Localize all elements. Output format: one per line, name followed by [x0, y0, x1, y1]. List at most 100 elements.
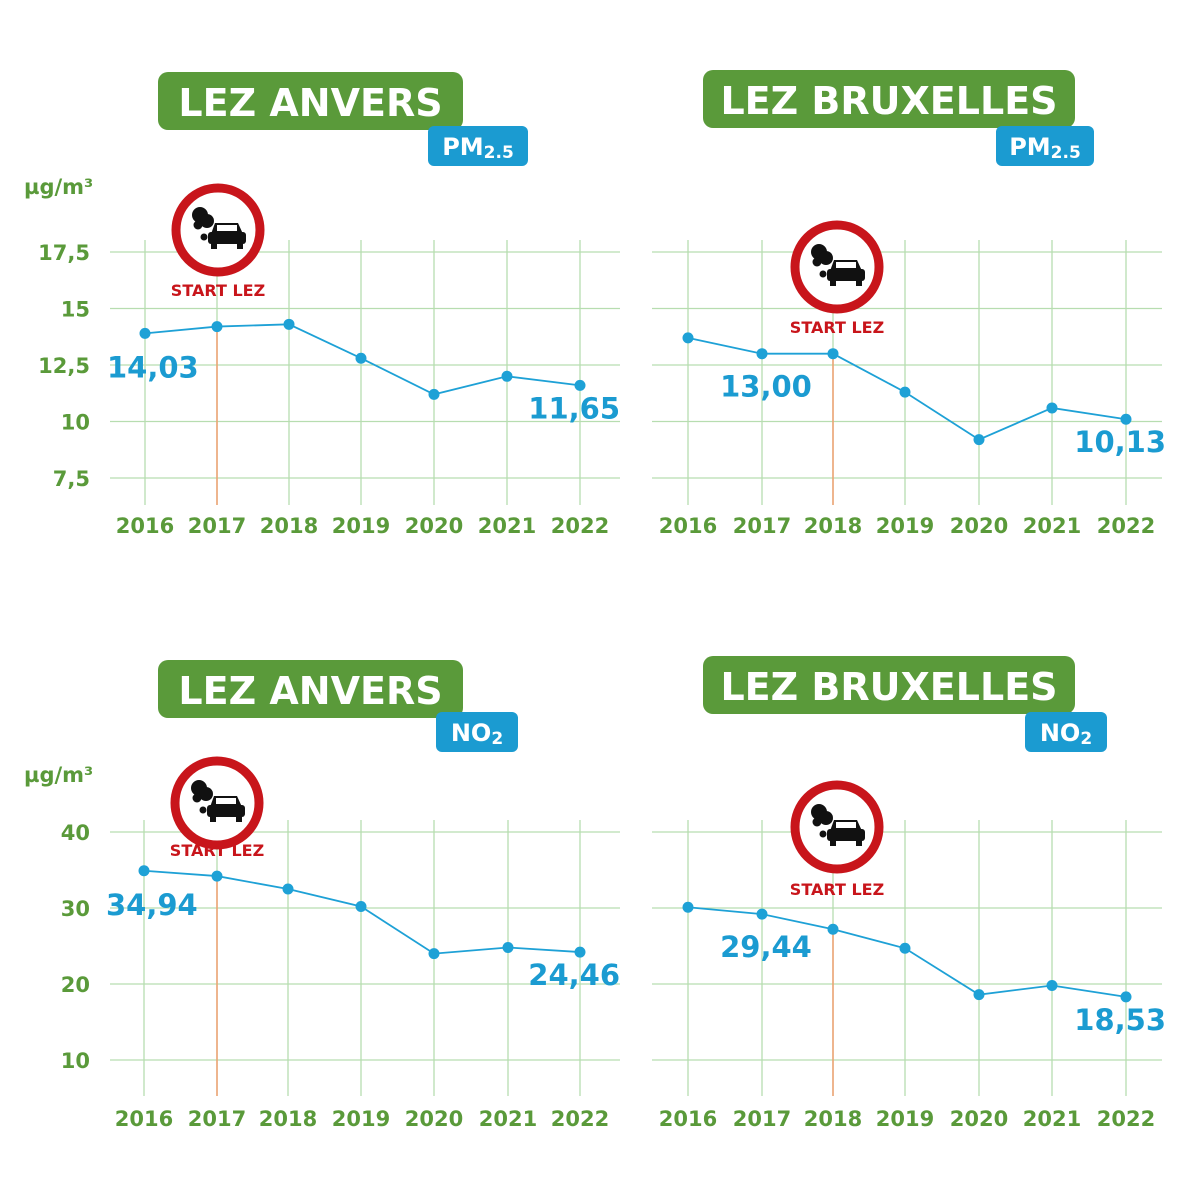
x-tick-label: 2017 — [188, 514, 246, 538]
pollutant-sub: 2 — [491, 729, 503, 749]
smoke-icon — [200, 214, 214, 228]
x-tick-label: 2016 — [659, 1107, 717, 1131]
x-tick-label: 2016 — [659, 514, 717, 538]
value-callout: 14,03 — [107, 350, 199, 384]
pollutant-badge — [428, 126, 528, 166]
data-point — [501, 370, 513, 382]
car-icon — [827, 829, 865, 841]
smoke-icon — [199, 806, 207, 814]
start-lez-label: START LEZ — [170, 841, 264, 860]
data-point — [574, 379, 586, 391]
data-point — [428, 948, 440, 960]
car-window-icon — [836, 262, 856, 268]
data-point — [899, 386, 911, 398]
start-lez-label: START LEZ — [790, 318, 884, 337]
y-axis-unit: µg/m³ — [24, 763, 93, 787]
pollutant-main: PM — [442, 133, 483, 161]
data-point — [139, 327, 151, 339]
y-tick-label: 17,5 — [38, 241, 90, 265]
data-point — [502, 942, 514, 954]
y-tick-label: 20 — [61, 973, 90, 997]
value-callout: 10,13 — [1074, 425, 1166, 459]
data-point — [973, 434, 985, 446]
x-tick-label: 2022 — [551, 1107, 609, 1131]
smoke-icon — [819, 811, 833, 825]
x-tick-label: 2017 — [733, 514, 791, 538]
data-point — [211, 321, 223, 333]
lez-sign: START LEZ — [790, 780, 884, 899]
value-callout: 11,65 — [528, 391, 620, 425]
data-point — [827, 348, 839, 360]
car-window-icon — [217, 225, 237, 231]
lez-sign: START LEZ — [790, 220, 884, 337]
y-tick-label: 10 — [61, 1049, 90, 1073]
data-point — [428, 388, 440, 400]
x-tick-label: 2018 — [260, 514, 318, 538]
x-tick-label: 2021 — [1023, 1107, 1081, 1131]
chart-title-box — [158, 72, 463, 130]
value-callout: 18,53 — [1074, 1003, 1166, 1037]
value-callout: 24,46 — [528, 958, 620, 992]
lez-sign: START LEZ — [171, 183, 265, 300]
chart-panel: LEZ BRUXELLES NO2 2016 2017 2018 2019 2020 2021… — [652, 656, 1166, 1131]
data-point — [682, 332, 694, 344]
value-callout: 29,44 — [720, 930, 812, 964]
pollutant-badge — [436, 712, 518, 752]
value-callout: 13,00 — [720, 370, 812, 404]
chart-title-box — [703, 70, 1075, 128]
x-tick-label: 2021 — [478, 514, 536, 538]
series-line — [143, 869, 581, 955]
y-tick-label: 40 — [61, 821, 90, 845]
pollutant-label: PM2.5 — [442, 133, 514, 163]
car-wheel-icon — [856, 840, 862, 846]
x-tick-label: 2021 — [1023, 514, 1081, 538]
car-wheel-icon — [236, 816, 242, 822]
data-point — [1046, 980, 1058, 992]
x-tick-label: 2018 — [804, 514, 862, 538]
car-wheel-icon — [210, 816, 216, 822]
x-tick-label: 2017 — [188, 1107, 246, 1131]
data-point — [1046, 402, 1058, 414]
smoke-icon — [812, 257, 822, 267]
x-tick-label: 2019 — [332, 1107, 390, 1131]
car-wheel-icon — [237, 243, 243, 249]
car-wheel-icon — [830, 840, 836, 846]
y-tick-label: 15 — [61, 298, 90, 322]
x-tick-label: 2020 — [405, 1107, 463, 1131]
pollutant-sub: 2.5 — [1051, 143, 1081, 163]
y-tick-label: 12,5 — [38, 354, 90, 378]
chart-title: LEZ BRUXELLES — [720, 665, 1057, 709]
pollutant-sub: 2.5 — [484, 143, 514, 163]
y-axis-unit: µg/m³ — [24, 175, 93, 199]
x-tick-label: 2022 — [1097, 514, 1155, 538]
x-tick-label: 2016 — [116, 514, 174, 538]
data-point — [1120, 991, 1132, 1003]
y-tick-label: 30 — [61, 897, 90, 921]
data-point — [1120, 413, 1132, 425]
x-tick-label: 2018 — [259, 1107, 317, 1131]
pollutant-main: PM — [1009, 133, 1050, 161]
x-tick-label: 2020 — [950, 1107, 1008, 1131]
x-tick-label: 2019 — [332, 514, 390, 538]
car-window-icon — [836, 822, 856, 828]
y-tick-label: 10 — [61, 411, 90, 435]
chart-title-box — [158, 660, 463, 718]
x-tick-label: 2020 — [950, 514, 1008, 538]
pollutant-badge — [996, 126, 1094, 166]
x-tick-label: 2020 — [405, 514, 463, 538]
smoke-icon — [200, 233, 208, 241]
smoke-icon — [192, 793, 202, 803]
pollutant-main: NO — [1040, 719, 1081, 747]
x-tick-label: 2019 — [876, 1107, 934, 1131]
start-lez-label: START LEZ — [171, 281, 265, 300]
x-tick-label: 2018 — [804, 1107, 862, 1131]
pollutant-sub: 2 — [1080, 729, 1092, 749]
lez-sign: START LEZ — [170, 756, 264, 860]
x-tick-label: 2022 — [551, 514, 609, 538]
chart-title-box — [703, 656, 1075, 714]
data-point — [283, 318, 295, 330]
car-wheel-icon — [856, 280, 862, 286]
car-icon — [207, 805, 245, 817]
car-window-icon — [216, 798, 236, 804]
